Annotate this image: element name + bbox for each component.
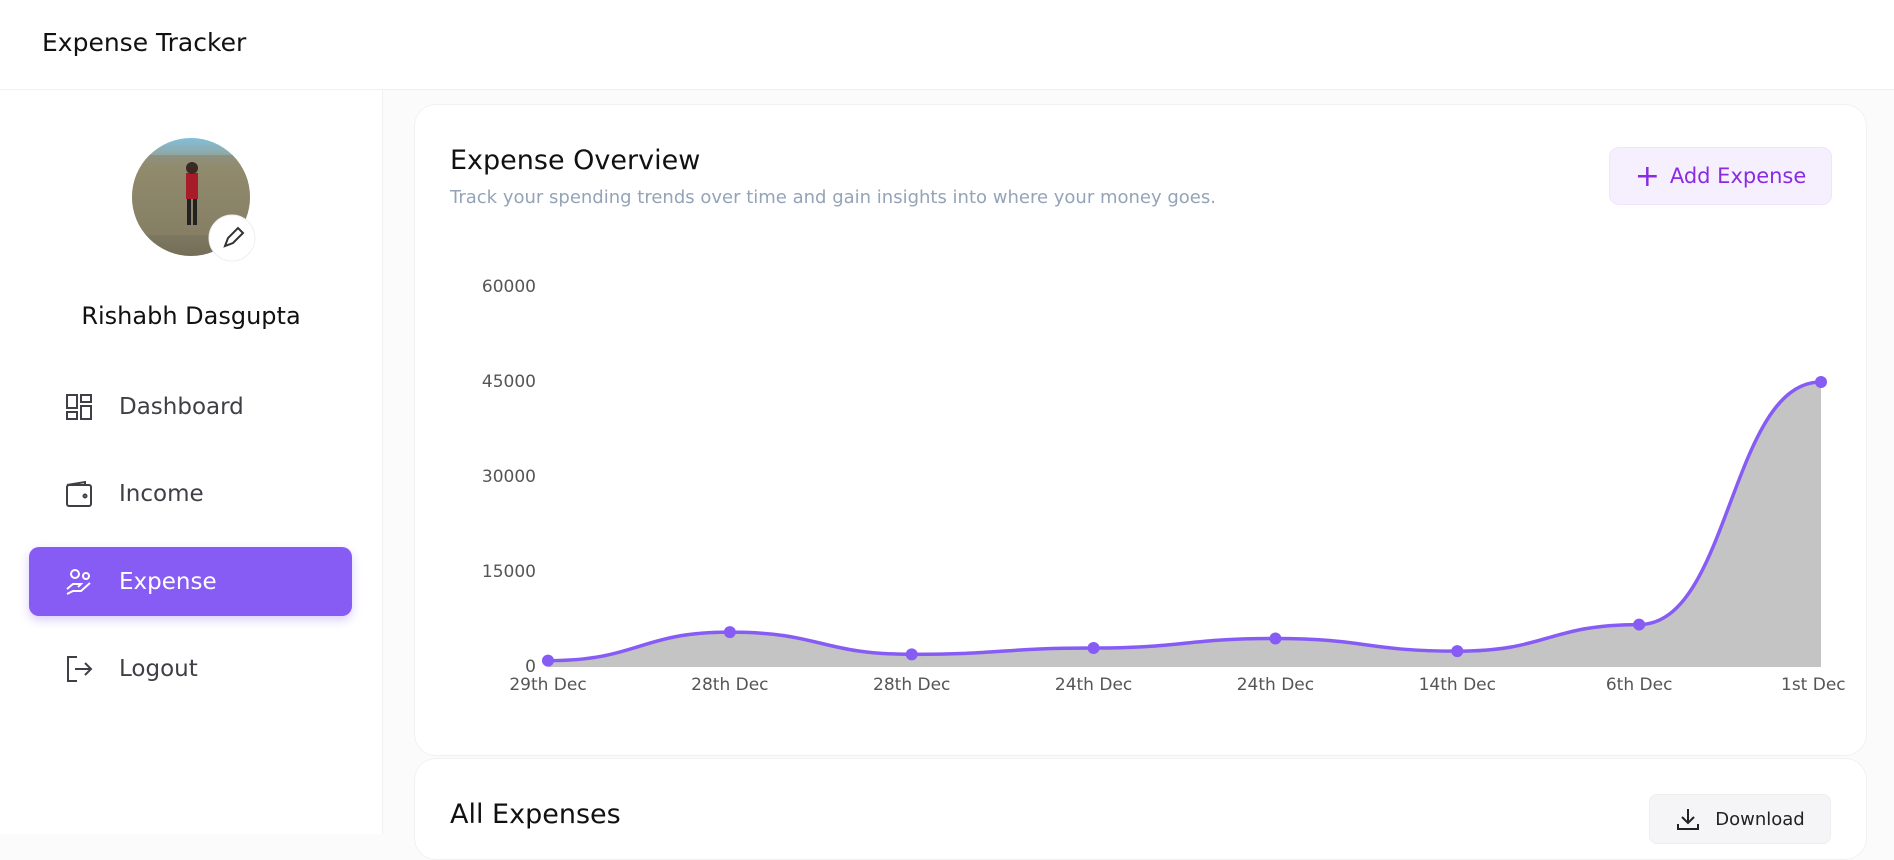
icon — [66, 480, 92, 507]
icon — [66, 568, 91, 595]
point — [1087, 642, 1100, 654]
button-label: Add Expense — [1669, 164, 1807, 188]
menu-label: Logout — [119, 655, 198, 682]
y-tick-label: 30000 — [482, 467, 536, 487]
x-tick-label: 6th Dec — [1606, 675, 1673, 695]
point — [723, 626, 736, 639]
y-tick-label: 15000 — [482, 562, 536, 582]
line — [547, 380, 1822, 663]
point — [905, 648, 918, 661]
x-tick-label: 28th Dec — [873, 675, 950, 695]
x-tick-label: 1st Dec — [1781, 675, 1846, 695]
x-tick-label: 24th Dec — [1055, 675, 1132, 695]
menu-label: Income — [119, 480, 204, 507]
menu-item[interactable]: Logout — [29, 634, 352, 703]
profile-name: Rishabh Dasgupta — [81, 302, 301, 330]
download-button[interactable]: Download — [1649, 794, 1831, 844]
menu-item[interactable]: Income — [29, 459, 352, 528]
expenses-card: All Expenses Download — [414, 758, 1867, 860]
add-expense-button[interactable]: + Add Expense — [1609, 147, 1832, 205]
point — [1451, 645, 1464, 658]
icon — [66, 393, 92, 420]
point — [1815, 376, 1827, 388]
download-icon — [1677, 809, 1700, 830]
icon — [67, 655, 93, 682]
card-subtitle: Track your spending trends over time and… — [450, 187, 1216, 208]
y-tick-label: 45000 — [482, 372, 536, 392]
sidebar: Rishabh Dasgupta Dashboard Income Expens… — [0, 90, 383, 834]
y-tick-label: 0 — [525, 657, 536, 677]
menu-label: Expense — [119, 568, 217, 595]
overview-card: Expense Overview Track your spending tre… — [414, 104, 1867, 756]
x-tick-label: 24th Dec — [1237, 675, 1314, 695]
x-tick-label: 29th Dec — [509, 675, 586, 695]
app-title: Expense Tracker — [42, 28, 247, 57]
menu-item[interactable]: Dashboard — [29, 372, 352, 441]
x-tick-label: 14th Dec — [1419, 675, 1496, 695]
header: Expense Tracker — [0, 0, 1894, 90]
card-title: All Expenses — [450, 799, 621, 830]
chart: 0 15000 30000 45000 60000 29th Dec 28th Dec 28t… — [482, 277, 1846, 695]
point — [1269, 632, 1282, 645]
menu-item[interactable]: Expense — [29, 547, 352, 616]
y-tick-label: 60000 — [482, 277, 536, 297]
card-title: Expense Overview — [450, 145, 701, 176]
x-tick-label: 28th Dec — [691, 675, 768, 695]
plus-icon: + — [1634, 158, 1660, 194]
menu-label: Dashboard — [119, 393, 244, 420]
point — [1633, 618, 1646, 631]
avatar — [132, 138, 256, 262]
point — [542, 654, 554, 667]
button-label: Download — [1715, 808, 1805, 830]
